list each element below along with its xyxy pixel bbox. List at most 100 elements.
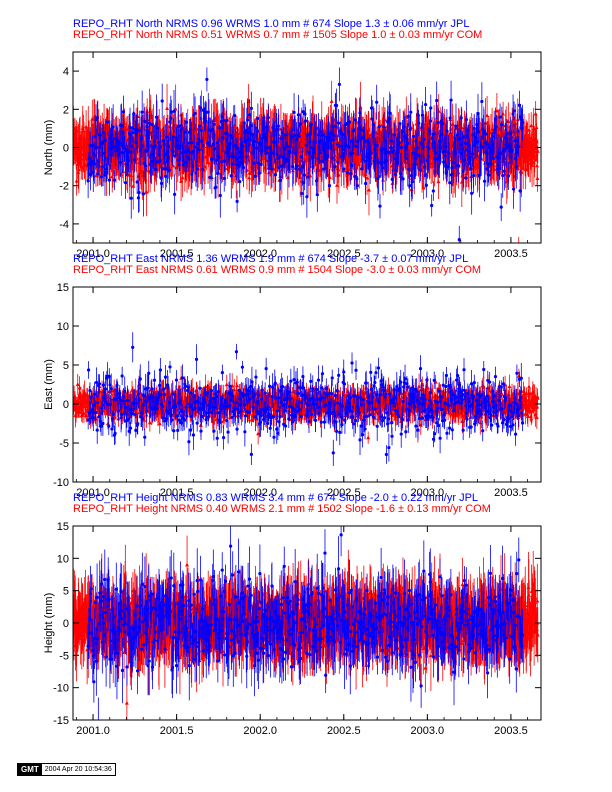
data-point bbox=[204, 119, 208, 123]
data-point bbox=[177, 162, 181, 167]
data-point bbox=[257, 171, 261, 175]
data-point bbox=[107, 389, 112, 393]
data-point bbox=[333, 165, 337, 169]
data-point bbox=[352, 128, 356, 132]
data-point bbox=[76, 167, 81, 172]
data-point bbox=[290, 128, 294, 132]
x-tick-label: 2002.5 bbox=[327, 248, 361, 260]
data-point bbox=[272, 140, 277, 144]
data-point bbox=[265, 125, 269, 129]
data-point bbox=[188, 151, 192, 155]
data-point bbox=[506, 174, 510, 178]
data-point bbox=[510, 148, 514, 152]
data-point bbox=[295, 137, 299, 142]
data-point bbox=[451, 160, 455, 164]
data-point bbox=[436, 120, 440, 125]
data-point bbox=[422, 137, 426, 141]
data-point bbox=[304, 143, 308, 148]
data-point bbox=[201, 144, 205, 148]
data-point bbox=[341, 147, 345, 152]
data-point bbox=[236, 146, 240, 150]
data-point bbox=[483, 120, 488, 125]
data-point bbox=[179, 179, 184, 183]
data-point bbox=[186, 141, 190, 145]
data-point bbox=[157, 421, 162, 426]
data-point bbox=[107, 178, 111, 182]
data-point bbox=[345, 121, 349, 126]
data-point bbox=[486, 142, 490, 146]
data-point bbox=[371, 130, 375, 134]
data-point bbox=[197, 148, 201, 152]
data-point bbox=[360, 158, 365, 162]
data-point bbox=[500, 123, 504, 127]
data-point bbox=[406, 114, 410, 119]
data-point bbox=[93, 173, 98, 178]
data-point bbox=[229, 174, 233, 178]
data-point bbox=[175, 139, 179, 143]
data-point bbox=[314, 126, 318, 131]
data-point bbox=[89, 163, 93, 167]
data-point bbox=[192, 145, 197, 149]
y-axis-label: North (mm) bbox=[43, 120, 55, 176]
data-point bbox=[382, 125, 386, 129]
data-point bbox=[518, 189, 522, 193]
data-point bbox=[369, 106, 374, 110]
data-point bbox=[481, 127, 485, 131]
data-point bbox=[501, 173, 505, 178]
data-point bbox=[141, 192, 146, 196]
y-tick-label: -4 bbox=[59, 219, 69, 231]
data-point bbox=[277, 166, 281, 170]
data-point bbox=[297, 134, 301, 139]
data-point bbox=[195, 167, 199, 171]
data-point bbox=[458, 136, 462, 140]
data-point bbox=[198, 106, 202, 110]
data-point bbox=[154, 167, 158, 171]
data-point bbox=[215, 158, 219, 162]
data-point bbox=[305, 133, 310, 137]
data-point bbox=[309, 145, 313, 150]
data-point bbox=[401, 177, 405, 181]
data-point bbox=[298, 167, 302, 171]
data-point bbox=[159, 181, 164, 186]
y-tick-label: 0 bbox=[63, 143, 69, 155]
data-point bbox=[147, 121, 151, 125]
data-point bbox=[242, 121, 246, 125]
data-point bbox=[190, 165, 195, 169]
data-point bbox=[149, 153, 153, 157]
data-point bbox=[105, 421, 110, 426]
data-point bbox=[399, 145, 403, 150]
data-point bbox=[449, 98, 453, 102]
data-point bbox=[143, 119, 147, 124]
data-point bbox=[74, 128, 79, 133]
data-point bbox=[434, 151, 438, 155]
data-point bbox=[280, 164, 284, 168]
data-point bbox=[388, 111, 392, 115]
data-point bbox=[497, 166, 501, 170]
data-point bbox=[279, 137, 283, 141]
data-point bbox=[222, 176, 226, 180]
data-point bbox=[164, 167, 168, 171]
data-point bbox=[221, 135, 225, 140]
data-point bbox=[144, 149, 148, 153]
y-tick-label: -2 bbox=[59, 181, 69, 193]
data-point bbox=[184, 120, 188, 124]
data-point bbox=[322, 167, 326, 171]
data-point bbox=[118, 160, 122, 165]
data-point bbox=[469, 167, 473, 171]
y-tick-label: 4 bbox=[63, 66, 69, 78]
data-point bbox=[198, 124, 202, 128]
data-point bbox=[366, 187, 371, 192]
data-point bbox=[145, 124, 149, 129]
data-point bbox=[494, 125, 498, 129]
data-point bbox=[448, 181, 452, 185]
data-point bbox=[354, 144, 358, 148]
data-point bbox=[124, 162, 128, 166]
data-point bbox=[238, 179, 242, 184]
data-point bbox=[399, 172, 403, 176]
data-point bbox=[121, 110, 126, 114]
data-point bbox=[92, 159, 96, 163]
data-point bbox=[123, 147, 127, 151]
data-point bbox=[169, 116, 173, 120]
data-point bbox=[377, 125, 381, 129]
data-point bbox=[152, 158, 156, 162]
